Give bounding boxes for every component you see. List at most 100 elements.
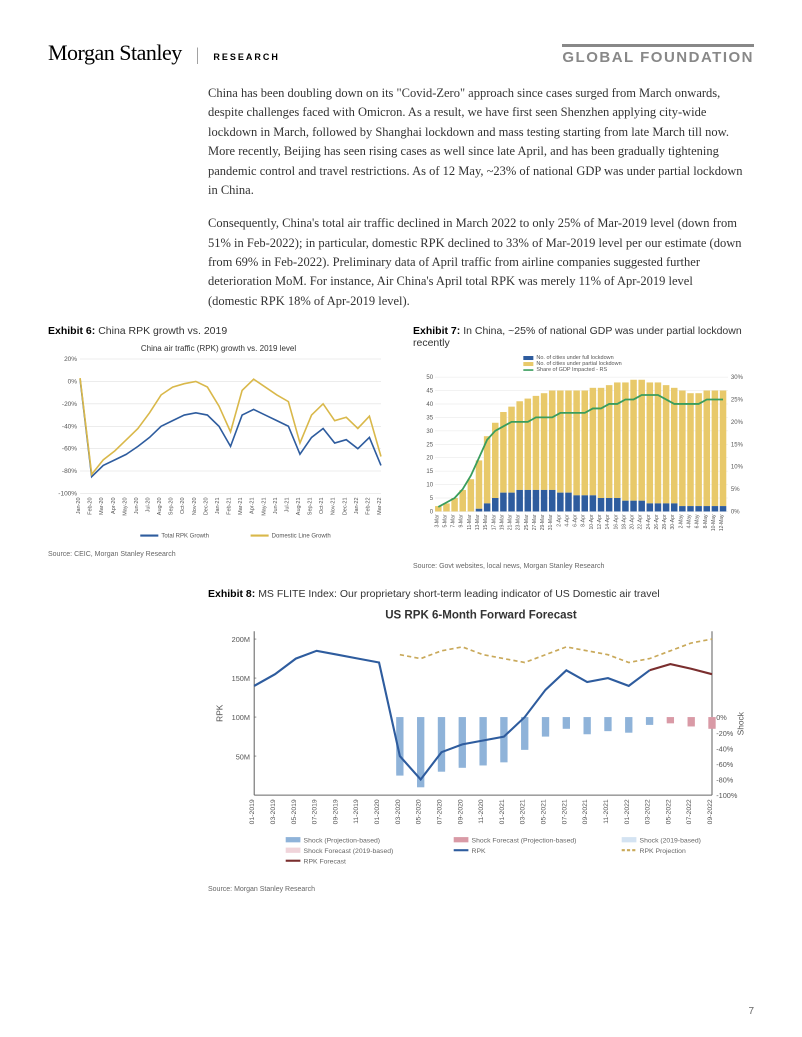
svg-text:15-Mar: 15-Mar bbox=[483, 514, 489, 530]
svg-text:-80%: -80% bbox=[62, 468, 77, 475]
svg-text:China air traffic (RPK) growth: China air traffic (RPK) growth vs. 2019 … bbox=[141, 344, 297, 353]
svg-text:Total RPK Growth: Total RPK Growth bbox=[161, 534, 209, 540]
svg-text:0%: 0% bbox=[716, 713, 727, 722]
svg-text:2-May: 2-May bbox=[678, 514, 684, 528]
svg-text:0%: 0% bbox=[731, 510, 740, 516]
svg-text:Shock (Projection-based): Shock (Projection-based) bbox=[304, 837, 381, 844]
svg-text:-20%: -20% bbox=[716, 729, 734, 738]
svg-text:10-Apr: 10-Apr bbox=[589, 514, 595, 529]
svg-text:28-Apr: 28-Apr bbox=[662, 514, 668, 529]
svg-text:150M: 150M bbox=[232, 674, 250, 683]
svg-text:9-Mar: 9-Mar bbox=[459, 514, 465, 527]
exhibit-6-chart: China air traffic (RPK) growth vs. 2019 … bbox=[48, 341, 389, 542]
svg-text:100M: 100M bbox=[232, 713, 250, 722]
svg-text:12-May: 12-May bbox=[719, 514, 725, 531]
paragraph-2: Consequently, China's total air traffic … bbox=[208, 214, 744, 311]
svg-text:5-Mar: 5-Mar bbox=[442, 514, 448, 527]
svg-text:-60%: -60% bbox=[62, 446, 77, 453]
svg-text:20%: 20% bbox=[731, 420, 744, 426]
svg-text:5: 5 bbox=[430, 496, 434, 502]
svg-text:8-Apr: 8-Apr bbox=[581, 514, 587, 527]
svg-text:10: 10 bbox=[426, 483, 433, 489]
svg-text:27-Mar: 27-Mar bbox=[532, 514, 538, 530]
exhibit-8-chart: US RPK 6-Month Forward Forecast50M100M15… bbox=[208, 604, 754, 877]
svg-text:Apr-21: Apr-21 bbox=[250, 498, 256, 515]
svg-text:Mar-20: Mar-20 bbox=[99, 498, 105, 515]
paragraph-1: China has been doubling down on its "Cov… bbox=[208, 84, 744, 200]
svg-text:40: 40 bbox=[426, 402, 433, 408]
svg-text:-100%: -100% bbox=[58, 491, 77, 498]
svg-text:Domestic Line Growth: Domestic Line Growth bbox=[272, 534, 331, 540]
page-header: Morgan Stanley | RESEARCH GLOBAL FOUNDAT… bbox=[48, 40, 754, 66]
svg-text:05-2020: 05-2020 bbox=[416, 799, 423, 824]
brand-logo: Morgan Stanley bbox=[48, 40, 182, 66]
svg-text:Shock (2019-based): Shock (2019-based) bbox=[640, 837, 701, 844]
svg-text:30-Apr: 30-Apr bbox=[670, 514, 676, 529]
svg-text:Jan-21: Jan-21 bbox=[215, 498, 221, 515]
svg-text:Jan-22: Jan-22 bbox=[354, 498, 360, 515]
svg-text:Apr-20: Apr-20 bbox=[111, 498, 117, 515]
svg-text:29-Mar: 29-Mar bbox=[540, 514, 546, 530]
svg-text:07-2022: 07-2022 bbox=[686, 799, 693, 824]
svg-text:11-Mar: 11-Mar bbox=[467, 514, 473, 530]
svg-text:01-2022: 01-2022 bbox=[624, 799, 631, 824]
svg-text:09-2021: 09-2021 bbox=[582, 799, 589, 824]
svg-text:10%: 10% bbox=[731, 465, 744, 471]
svg-text:Oct-20: Oct-20 bbox=[180, 498, 186, 515]
svg-text:45: 45 bbox=[426, 389, 433, 395]
svg-text:23-Mar: 23-Mar bbox=[516, 514, 522, 530]
svg-text:14-Apr: 14-Apr bbox=[605, 514, 611, 529]
svg-text:Shock Forecast (2019-based): Shock Forecast (2019-based) bbox=[304, 848, 394, 855]
svg-text:30%: 30% bbox=[731, 375, 744, 381]
svg-text:Sep-21: Sep-21 bbox=[308, 498, 314, 516]
exhibit-6: Exhibit 6: China RPK growth vs. 2019 Chi… bbox=[48, 325, 389, 570]
svg-text:Aug-21: Aug-21 bbox=[296, 498, 302, 516]
svg-text:3-Mar: 3-Mar bbox=[434, 514, 440, 527]
svg-text:Feb-20: Feb-20 bbox=[88, 498, 94, 515]
svg-text:RPK: RPK bbox=[472, 848, 486, 855]
svg-text:17-Mar: 17-Mar bbox=[491, 514, 497, 530]
svg-text:31-Mar: 31-Mar bbox=[548, 514, 554, 530]
svg-text:2-Apr: 2-Apr bbox=[556, 514, 562, 527]
svg-text:13-Mar: 13-Mar bbox=[475, 514, 481, 530]
svg-text:16-Apr: 16-Apr bbox=[613, 514, 619, 529]
svg-text:RPK: RPK bbox=[215, 704, 225, 722]
exhibit-8-label: Exhibit 8: bbox=[208, 588, 255, 600]
svg-text:35: 35 bbox=[426, 416, 433, 422]
exhibit-7-chart: 051015202530354045500%5%10%15%20%25%30%3… bbox=[413, 353, 754, 554]
exhibit-6-label: Exhibit 6: bbox=[48, 325, 95, 337]
svg-text:20: 20 bbox=[426, 456, 433, 462]
svg-text:Jun-21: Jun-21 bbox=[273, 498, 279, 515]
svg-text:07-2020: 07-2020 bbox=[436, 799, 443, 824]
svg-text:0: 0 bbox=[430, 510, 434, 516]
exhibit-6-title: China RPK growth vs. 2019 bbox=[98, 325, 227, 337]
svg-text:Share of GDP Impacted - RS: Share of GDP Impacted - RS bbox=[536, 367, 607, 373]
svg-text:11-2021: 11-2021 bbox=[603, 799, 610, 824]
svg-text:25%: 25% bbox=[731, 398, 744, 404]
svg-text:09-2022: 09-2022 bbox=[707, 799, 714, 824]
svg-text:20%: 20% bbox=[64, 356, 77, 363]
svg-text:24-Apr: 24-Apr bbox=[646, 514, 652, 529]
svg-text:-80%: -80% bbox=[716, 775, 734, 784]
svg-text:11-2019: 11-2019 bbox=[353, 799, 360, 824]
svg-text:26-Apr: 26-Apr bbox=[654, 514, 660, 529]
svg-text:8-May: 8-May bbox=[703, 514, 709, 528]
svg-text:6-May: 6-May bbox=[695, 514, 701, 528]
svg-text:30: 30 bbox=[426, 429, 433, 435]
svg-text:200M: 200M bbox=[232, 635, 250, 644]
svg-text:07-2021: 07-2021 bbox=[561, 799, 568, 824]
exhibit-7-source: Source: Govt websites, local news, Morga… bbox=[413, 563, 754, 570]
svg-text:03-2022: 03-2022 bbox=[645, 799, 652, 824]
svg-text:22-Apr: 22-Apr bbox=[638, 514, 644, 529]
svg-text:21-Mar: 21-Mar bbox=[508, 514, 514, 530]
exhibit-7-label: Exhibit 7: bbox=[413, 325, 460, 337]
exhibit-7: Exhibit 7: In China, ~25% of national GD… bbox=[413, 325, 754, 570]
svg-text:US RPK 6-Month Forward Forecas: US RPK 6-Month Forward Forecast bbox=[385, 609, 577, 621]
svg-text:25-Mar: 25-Mar bbox=[524, 514, 530, 530]
svg-text:19-Mar: 19-Mar bbox=[499, 514, 505, 530]
svg-text:Jan-20: Jan-20 bbox=[76, 498, 82, 515]
svg-text:15: 15 bbox=[426, 469, 433, 475]
svg-text:50: 50 bbox=[426, 375, 433, 381]
page-number: 7 bbox=[748, 1006, 754, 1017]
svg-text:18-Apr: 18-Apr bbox=[621, 514, 627, 529]
